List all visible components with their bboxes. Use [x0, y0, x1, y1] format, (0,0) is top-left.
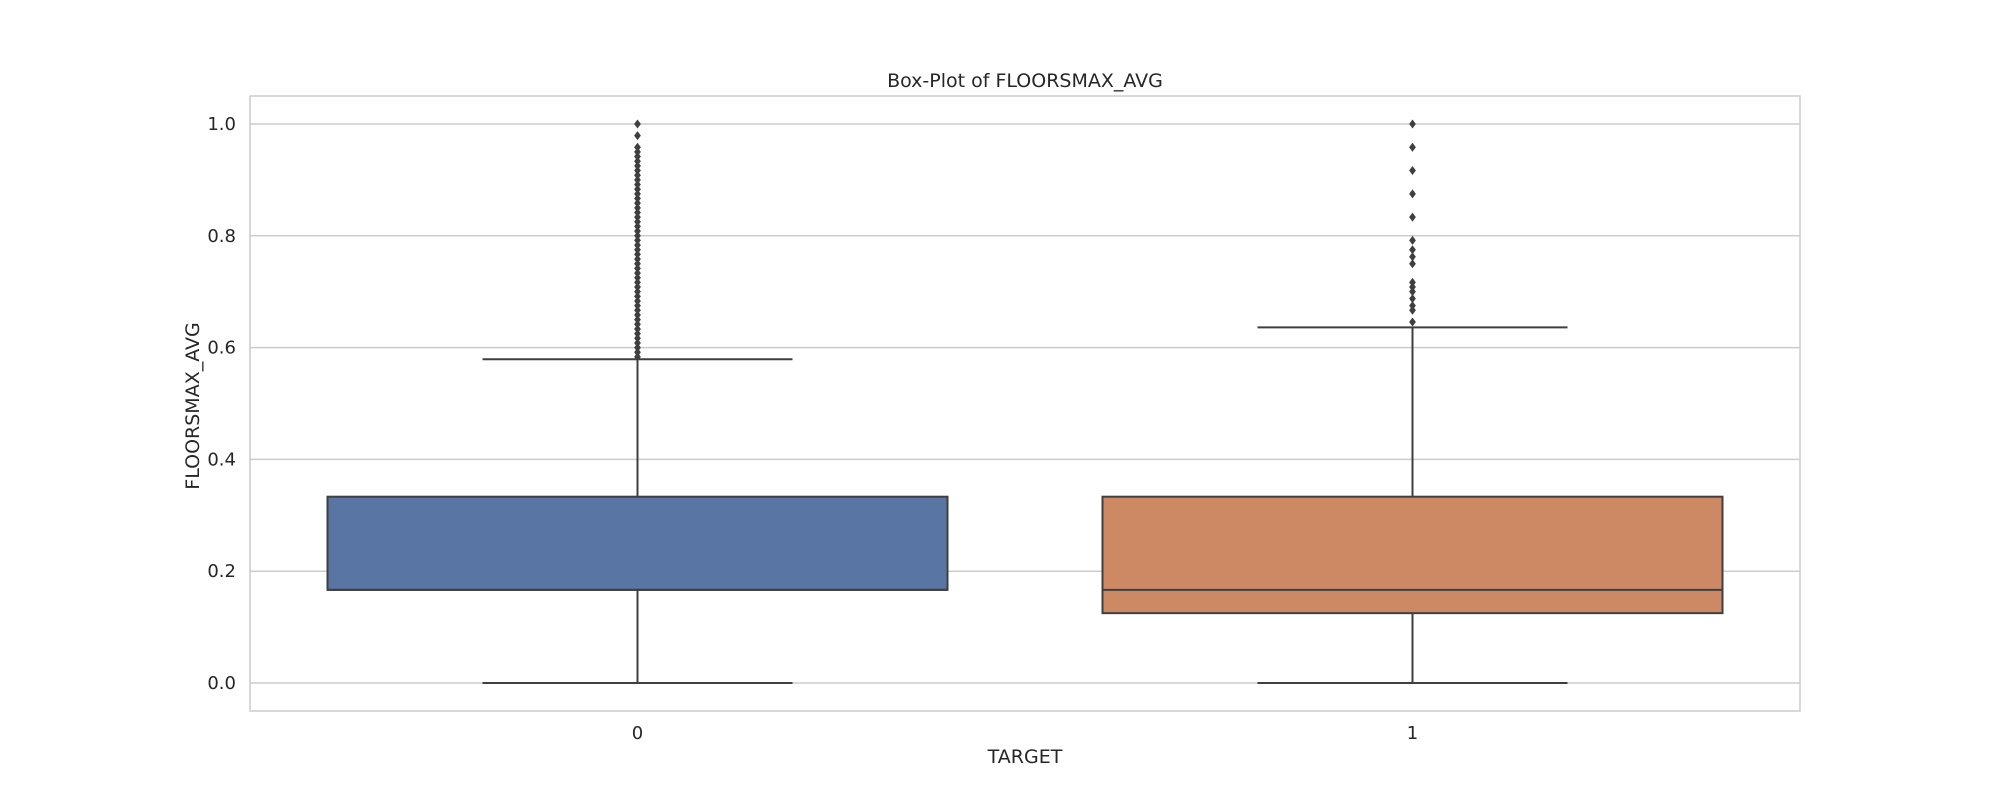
- box-group-0: [326, 119, 949, 685]
- outlier-point: [1409, 305, 1416, 315]
- outlier-point: [634, 245, 641, 255]
- outlier-point: [634, 189, 641, 199]
- outlier-point: [634, 193, 641, 203]
- outlier-point: [634, 166, 641, 176]
- outlier-point: [634, 207, 641, 217]
- outlier-point: [1409, 245, 1416, 255]
- outlier-point: [634, 329, 641, 339]
- outlier-point: [1409, 119, 1416, 129]
- outlier-point: [634, 131, 641, 141]
- outlier-point: [634, 268, 641, 278]
- outlier-point: [634, 273, 641, 283]
- x-axis-label: TARGET: [987, 746, 1063, 768]
- outlier-point: [634, 119, 641, 129]
- outlier-point: [634, 249, 641, 259]
- outlier-point: [634, 152, 641, 162]
- y-axis-ticks: 0.0 0.2 0.4 0.6 0.8 1.0: [207, 114, 236, 694]
- outlier-point: [634, 263, 641, 273]
- outlier-point: [634, 142, 641, 152]
- outlier-point: [634, 324, 641, 334]
- outlier-point: [1409, 252, 1416, 262]
- outlier-point: [1409, 294, 1416, 304]
- outlier-point: [634, 203, 641, 213]
- outlier-point: [1409, 142, 1416, 152]
- outlier-point: [1409, 287, 1416, 297]
- box-iqr: [326, 495, 949, 591]
- chart-title: Box-Plot of FLOORSMAX_AVG: [887, 70, 1163, 92]
- outlier-point: [634, 310, 641, 320]
- y-axis-label: FLOORSMAX_AVG: [182, 322, 204, 489]
- outlier-point: [634, 333, 641, 343]
- outlier-point: [1409, 235, 1416, 245]
- outlier-point: [634, 226, 641, 236]
- box-series: [326, 119, 1724, 685]
- box-iqr: [1101, 495, 1724, 615]
- outlier-point: [1409, 317, 1416, 327]
- outlier-point: [634, 240, 641, 250]
- outlier-point: [634, 277, 641, 287]
- outlier-point: [634, 184, 641, 194]
- outlier-point: [634, 147, 641, 157]
- outlier-point: [634, 296, 641, 306]
- y-tick-label: 0.6: [207, 338, 236, 359]
- outlier-point: [1409, 189, 1416, 199]
- outlier-point: [634, 352, 641, 362]
- outlier-point: [634, 254, 641, 264]
- outlier-point: [634, 221, 641, 231]
- y-tick-label: 0.0: [207, 673, 236, 694]
- outlier-point: [634, 305, 641, 315]
- outlier-point: [634, 235, 641, 245]
- outlier-point: [634, 315, 641, 325]
- outlier-point: [634, 282, 641, 292]
- outlier-point: [634, 343, 641, 353]
- x-tick-label: 1: [1407, 723, 1418, 744]
- outlier-point: [634, 291, 641, 301]
- outlier-point: [1409, 277, 1416, 287]
- y-tick-label: 0.2: [207, 561, 236, 582]
- outlier-point: [634, 301, 641, 311]
- box-group-1: [1101, 119, 1724, 685]
- outlier-point: [634, 161, 641, 171]
- outlier-point: [634, 259, 641, 269]
- outlier-point: [634, 217, 641, 227]
- outlier-point: [634, 212, 641, 222]
- outlier-point: [1409, 259, 1416, 269]
- outlier-point: [634, 319, 641, 329]
- y-tick-label: 1.0: [207, 114, 236, 135]
- outlier-point: [634, 347, 641, 357]
- outlier-point: [1409, 212, 1416, 222]
- outlier-point: [1409, 301, 1416, 311]
- outlier-point: [634, 198, 641, 208]
- outlier-point: [1409, 282, 1416, 292]
- plot-frame: [249, 95, 1801, 712]
- x-tick-label: 0: [632, 723, 643, 744]
- y-tick-label: 0.8: [207, 226, 236, 247]
- outlier-point: [1409, 166, 1416, 176]
- outlier-point: [634, 180, 641, 190]
- outlier-point: [634, 175, 641, 185]
- y-tick-label: 0.4: [207, 449, 236, 470]
- outlier-point: [634, 338, 641, 348]
- outlier-point: [634, 170, 641, 180]
- outlier-point: [634, 156, 641, 166]
- outlier-point: [634, 287, 641, 297]
- outlier-point: [634, 231, 641, 241]
